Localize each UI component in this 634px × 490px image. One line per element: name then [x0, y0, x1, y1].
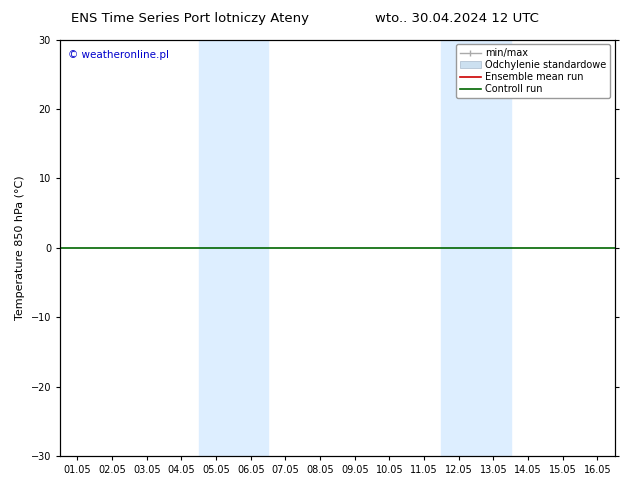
Text: © weatheronline.pl: © weatheronline.pl — [68, 50, 169, 60]
Bar — [199, 40, 268, 456]
Text: ENS Time Series Port lotniczy Ateny: ENS Time Series Port lotniczy Ateny — [71, 12, 309, 25]
Y-axis label: Temperature 850 hPa (°C): Temperature 850 hPa (°C) — [15, 175, 25, 320]
Legend: min/max, Odchylenie standardowe, Ensemble mean run, Controll run: min/max, Odchylenie standardowe, Ensembl… — [456, 45, 610, 98]
Text: wto.. 30.04.2024 12 UTC: wto.. 30.04.2024 12 UTC — [375, 12, 538, 25]
Bar — [441, 40, 511, 456]
